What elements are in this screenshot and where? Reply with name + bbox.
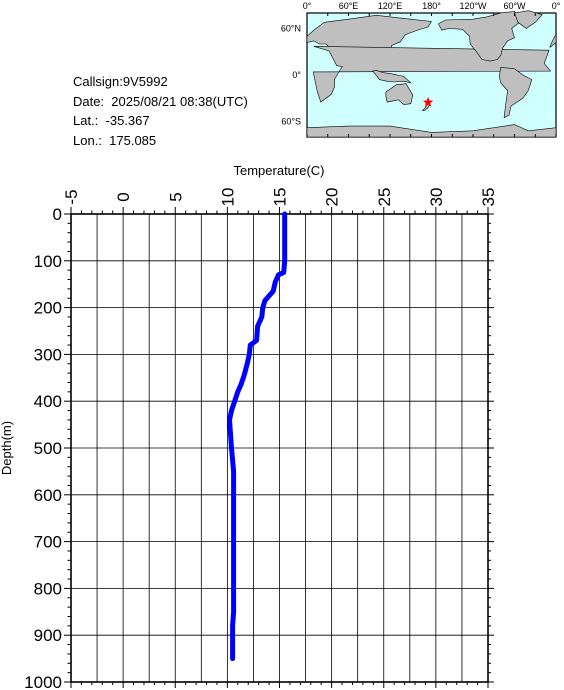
x-tick-label: 0 <box>114 192 133 201</box>
y-tick-label: 800 <box>34 579 62 598</box>
map-longitude-label: 120°W <box>459 1 487 11</box>
map-frame-ticks <box>306 13 557 137</box>
map-longitude-label: 60°W <box>503 1 526 11</box>
x-tick-label: -5 <box>62 189 81 204</box>
x-tick-label: 25 <box>375 188 394 207</box>
y-tick-label: 200 <box>34 299 62 318</box>
x-tick-label: 30 <box>427 188 446 207</box>
australia-shape <box>385 83 414 105</box>
map-latitude-label: 60°N <box>281 24 301 34</box>
callsign-text: Callsign:9V5992 <box>73 74 168 89</box>
y-tick-label: 300 <box>34 345 62 364</box>
x-axis-label: Temperature(C) <box>233 163 324 178</box>
map-latitude-label: 60°S <box>281 117 301 127</box>
y-tick-label: 700 <box>34 533 62 552</box>
cast-info: Callsign:9V5992 Date: 2025/08/21 08:38(U… <box>73 72 248 150</box>
temperature-profile-line <box>227 211 288 662</box>
y-tick-label: 0 <box>53 205 62 224</box>
longitude-text: Lon.: 175.085 <box>73 132 157 148</box>
map-longitude-label: 60°E <box>339 1 359 11</box>
x-tick-label: 15 <box>271 188 290 207</box>
y-tick-label: 500 <box>34 439 62 458</box>
europe-west-shape <box>549 34 557 48</box>
x-tick-label: 10 <box>218 188 237 207</box>
y-tick-label: 1000 <box>24 673 62 690</box>
location-map: 0° 60°E 120°E 180° 120°W 60°W 0° 60°N 0° 60°S <box>281 1 561 138</box>
map-longitude-label: 120°E <box>378 1 403 11</box>
y-tick-label: 600 <box>34 486 62 505</box>
star-icon <box>422 96 434 107</box>
latitude-text: Lat.: -35.367 <box>73 113 150 128</box>
map-labels: 0° 60°E 120°E 180° 120°W 60°W 0° 60°N 0° 60°S <box>281 1 561 127</box>
x-ticks: -5 0 5 10 15 20 25 30 35 <box>62 188 498 688</box>
y-tick-label: 100 <box>34 252 62 271</box>
date-text: Date: 2025/08/21 08:38(UTC) <box>73 93 248 109</box>
y-tick-label: 400 <box>34 392 62 411</box>
x-tick-label: 35 <box>479 188 498 207</box>
x-tick-label: 20 <box>323 188 342 207</box>
y-tick-label: 900 <box>34 626 62 645</box>
map-longitude-label: 0° <box>552 1 561 11</box>
indonesia-shape <box>372 69 412 84</box>
south-america-shape <box>498 66 533 119</box>
map-longitude-label: 180° <box>422 1 441 11</box>
map-latitude-label: 0° <box>292 70 301 80</box>
y-ticks: 0 100 200 300 400 500 600 700 800 900 1000 <box>24 205 494 690</box>
x-tick-label: 5 <box>166 192 185 201</box>
chart-grid <box>70 213 489 683</box>
y-axis-label: Depth(m) <box>0 421 14 475</box>
map-longitude-label: 0° <box>303 1 312 11</box>
